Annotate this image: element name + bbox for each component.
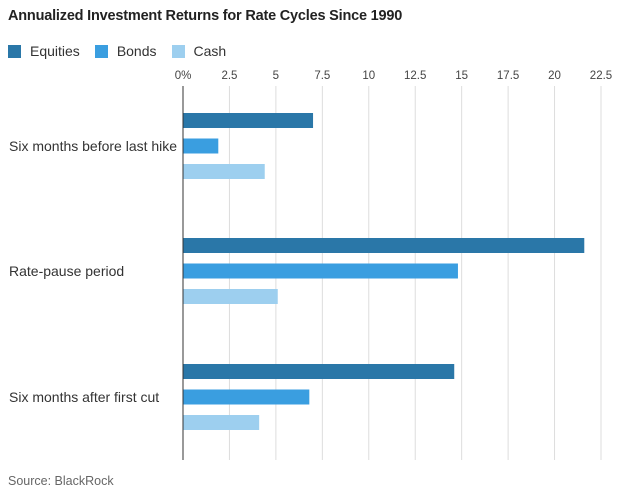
source-note: Source: BlackRock bbox=[8, 474, 114, 488]
bar-bonds bbox=[183, 263, 458, 279]
x-axis-ticks: 0% 2.5 5 7.5 10 12.5 15 17.5 20 22.5 bbox=[175, 70, 613, 82]
category-label: Rate-pause period bbox=[9, 263, 124, 279]
legend-swatch-cash bbox=[171, 44, 185, 58]
legend-label-equities: Equities bbox=[30, 43, 80, 59]
chart-legend: Equities Bonds Cash bbox=[8, 43, 241, 59]
bar-cash bbox=[183, 415, 260, 430]
x-tick-label: 15 bbox=[455, 70, 468, 82]
legend-item-cash: Cash bbox=[171, 43, 227, 59]
legend-swatch-bonds bbox=[94, 44, 108, 58]
x-tick-label: 7.5 bbox=[314, 70, 330, 82]
bar-equities bbox=[183, 113, 314, 128]
x-tick-label: 20 bbox=[548, 70, 561, 82]
bars bbox=[183, 113, 585, 430]
chart-title: Annualized Investment Returns for Rate C… bbox=[8, 8, 403, 24]
x-tick-label: 22.5 bbox=[590, 70, 612, 82]
category-label: Six months after first cut bbox=[9, 389, 159, 405]
x-tick-label: 17.5 bbox=[497, 70, 519, 82]
category-labels: Six months before last hike Rate-pause pe… bbox=[9, 138, 177, 405]
x-tick-label: 2.5 bbox=[221, 70, 237, 82]
category-label: Six months before last hike bbox=[9, 138, 177, 154]
legend-item-bonds: Bonds bbox=[94, 43, 157, 59]
legend-label-bonds: Bonds bbox=[116, 43, 157, 59]
bar-bonds bbox=[183, 138, 219, 154]
x-tick-label: 0% bbox=[175, 70, 192, 82]
x-tick-label: 12.5 bbox=[404, 70, 426, 82]
legend-label-cash: Cash bbox=[193, 43, 227, 59]
bar-chart: 0% 2.5 5 7.5 10 12.5 15 17.5 20 22.5 Six months b… bbox=[9, 70, 613, 460]
bar-cash bbox=[183, 289, 278, 304]
x-tick-label: 10 bbox=[362, 70, 375, 82]
bar-bonds bbox=[183, 389, 310, 405]
bar-cash bbox=[183, 164, 265, 179]
x-tick-label: 5 bbox=[273, 70, 279, 82]
legend-item-equities: Equities bbox=[8, 43, 80, 59]
legend-swatch-equities bbox=[8, 44, 21, 58]
bar-equities bbox=[183, 238, 585, 253]
bar-equities bbox=[183, 364, 455, 379]
